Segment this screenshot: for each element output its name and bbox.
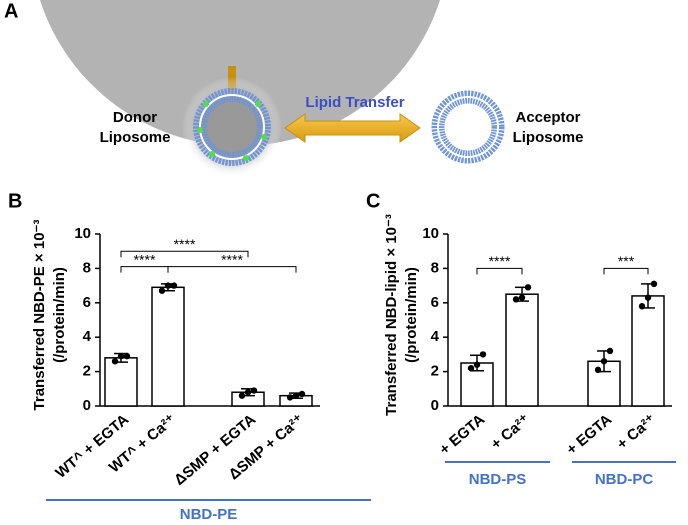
x-tick-label: ΔSMP + EGTA <box>171 411 259 489</box>
significance-bracket <box>120 266 169 273</box>
transfer-arrow <box>284 113 421 143</box>
bar <box>151 286 185 407</box>
acceptor-label: Liposome <box>513 129 584 146</box>
x-tick-label: + Ca²⁺ <box>488 411 533 453</box>
significance-label: **** <box>221 251 243 267</box>
y-axis-label: (/protein/min) <box>51 267 68 363</box>
group-label: NBD-PS <box>469 471 527 488</box>
acceptor-label: Acceptor <box>515 109 580 126</box>
fluorescent-lipids <box>197 101 267 161</box>
bar <box>505 293 539 407</box>
significance-bracket <box>603 267 649 275</box>
donor-label: Donor <box>113 109 157 126</box>
x-tick-label: + Ca²⁺ <box>614 411 659 453</box>
y-tick-label: 10 <box>422 225 439 242</box>
significance-label: **** <box>134 251 156 267</box>
x-tick-label: + EGTA <box>436 411 488 459</box>
data-point <box>638 303 646 310</box>
data-point <box>250 387 258 394</box>
bilayer-gap <box>437 96 499 158</box>
y-tick-label: 4 <box>83 328 92 345</box>
significance-bracket <box>476 267 523 275</box>
data-point <box>298 390 306 398</box>
y-tick-label: 4 <box>431 328 440 345</box>
data-point <box>512 296 520 303</box>
y-axis-label: Transferred NBD-PE × 10⁻³ <box>31 220 48 411</box>
bar <box>631 295 665 407</box>
data-point <box>158 287 166 294</box>
data-point <box>286 394 294 401</box>
group-label: NBD-PE <box>180 506 238 523</box>
panel-label: A <box>4 0 18 22</box>
data-point <box>644 294 652 301</box>
y-tick-label: 10 <box>74 225 91 242</box>
data-point <box>238 392 246 399</box>
data-point <box>524 284 532 291</box>
y-tick-label: 0 <box>431 397 439 414</box>
y-tick-label: 0 <box>83 397 91 414</box>
x-tick-label: + EGTA <box>563 411 615 459</box>
panel-label: B <box>8 190 22 212</box>
bar <box>104 357 138 407</box>
y-axis-label: (/protein/min) <box>403 267 420 363</box>
y-tick-label: 6 <box>83 294 91 311</box>
y-tick-label: 8 <box>83 259 91 276</box>
y-axis-label: Transferred NBD-lipid × 10⁻³ <box>383 214 400 416</box>
arrow-label: Lipid Transfer <box>305 94 404 111</box>
data-point <box>518 294 526 301</box>
significance-bracket <box>167 266 297 273</box>
data-point <box>117 352 125 360</box>
data-point <box>479 351 487 358</box>
significance-label: **** <box>174 236 196 252</box>
data-point <box>594 366 602 374</box>
data-point <box>600 358 608 365</box>
cell-surface <box>40 0 440 146</box>
y-tick-label: 2 <box>431 363 439 380</box>
data-point <box>467 364 475 372</box>
data-point <box>292 392 300 399</box>
significance-label: **** <box>489 253 511 269</box>
data-point <box>244 389 252 396</box>
data-point <box>606 347 614 355</box>
group-label: NBD-PC <box>595 471 653 488</box>
data-point <box>473 361 481 368</box>
donor-label: Liposome <box>100 129 171 146</box>
y-tick-label: 8 <box>431 259 439 276</box>
data-point <box>164 282 172 289</box>
y-tick-label: 6 <box>431 294 439 311</box>
significance-bracket <box>120 250 249 258</box>
data-point <box>111 358 119 365</box>
panel-label: C <box>366 190 380 212</box>
data-point <box>170 282 178 289</box>
data-point <box>650 280 658 288</box>
y-tick-label: 2 <box>83 363 91 380</box>
data-point <box>123 352 131 360</box>
significance-label: *** <box>618 253 635 269</box>
